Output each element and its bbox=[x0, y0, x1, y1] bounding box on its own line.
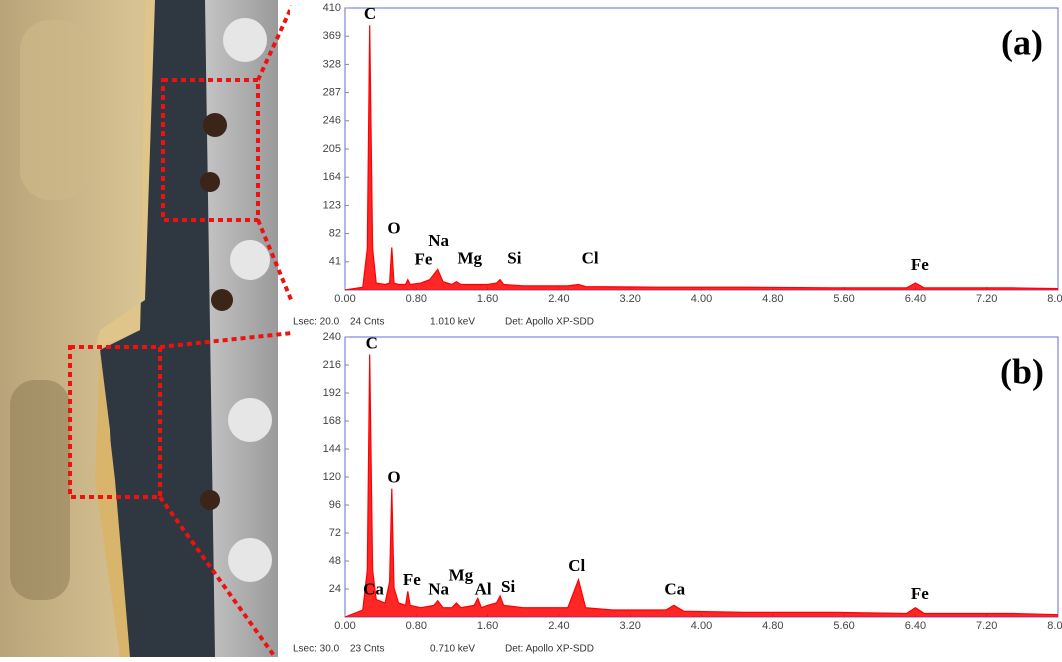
status-text: 23 Cnts bbox=[350, 644, 384, 655]
photo bbox=[0, 0, 294, 659]
x-tick-label: 4.00 bbox=[691, 620, 712, 632]
y-tick-label: 410 bbox=[323, 2, 341, 14]
y-tick-label: 205 bbox=[323, 143, 341, 155]
element-label: Fe bbox=[403, 570, 421, 589]
x-tick-label: 8.00 bbox=[1047, 293, 1062, 305]
y-tick-label: 287 bbox=[323, 87, 341, 99]
element-label: Ca bbox=[664, 580, 685, 599]
plot-frame bbox=[290, 6, 1060, 292]
spectrum-line bbox=[344, 354, 1059, 618]
y-tick-label: 120 bbox=[323, 471, 341, 483]
x-tick-label: 3.20 bbox=[619, 293, 640, 305]
x-tick-label: 7.20 bbox=[976, 620, 997, 632]
x-tick-label: 2.40 bbox=[548, 293, 569, 305]
x-tick-label: 1.60 bbox=[477, 293, 498, 305]
element-label: Mg bbox=[449, 566, 474, 585]
element-label: C bbox=[364, 4, 376, 23]
x-tick-label: 4.80 bbox=[762, 293, 783, 305]
y-tick-label: 164 bbox=[323, 171, 341, 183]
spectrum-line bbox=[344, 25, 1059, 291]
status-text: 24 Cnts bbox=[350, 317, 384, 328]
x-tick-label: 1.60 bbox=[477, 620, 498, 632]
status-text: Lsec: 20.0 bbox=[293, 317, 340, 328]
x-tick-label: 0.80 bbox=[406, 293, 427, 305]
element-label: Cl bbox=[582, 248, 599, 267]
status-text: 1.010 keV bbox=[430, 317, 475, 328]
element-label: Cl bbox=[568, 556, 585, 575]
x-tick-label: 0.00 bbox=[334, 620, 355, 632]
x-tick-label: 8.00 bbox=[1047, 620, 1062, 632]
y-tick-label: 82 bbox=[329, 228, 341, 240]
x-tick-label: 2.40 bbox=[548, 620, 569, 632]
panel-label: (a) bbox=[1001, 22, 1043, 62]
element-label: Si bbox=[507, 248, 521, 267]
element-label: Na bbox=[428, 580, 449, 599]
x-tick-label: 0.80 bbox=[406, 620, 427, 632]
element-label: Ca bbox=[363, 580, 384, 599]
y-tick-label: 246 bbox=[323, 115, 341, 127]
x-tick-label: 5.60 bbox=[833, 620, 854, 632]
status-text: 0.710 keV bbox=[430, 644, 475, 655]
status-text: Lsec: 30.0 bbox=[293, 644, 340, 655]
x-tick-label: 6.40 bbox=[905, 293, 926, 305]
x-tick-label: 6.40 bbox=[905, 620, 926, 632]
y-tick-label: 216 bbox=[323, 359, 341, 371]
x-tick-label: 5.60 bbox=[833, 293, 854, 305]
y-tick-label: 192 bbox=[323, 387, 341, 399]
y-tick-label: 168 bbox=[323, 415, 341, 427]
status-text: Det: Apollo XP-SDD bbox=[505, 644, 594, 655]
y-tick-label: 48 bbox=[329, 555, 341, 567]
y-tick-label: 96 bbox=[329, 499, 341, 511]
status-text: Det: Apollo XP-SDD bbox=[505, 317, 594, 328]
element-label: C bbox=[366, 333, 378, 352]
y-tick-label: 72 bbox=[329, 527, 341, 539]
element-label: Fe bbox=[911, 584, 929, 603]
y-tick-label: 123 bbox=[323, 199, 341, 211]
element-label: Al bbox=[475, 580, 492, 599]
element-label: O bbox=[387, 468, 400, 487]
x-tick-label: 0.00 bbox=[334, 293, 355, 305]
panel-label: (b) bbox=[1000, 351, 1044, 391]
element-label: O bbox=[387, 219, 400, 238]
y-tick-label: 41 bbox=[329, 256, 341, 268]
y-tick-label: 240 bbox=[323, 331, 341, 343]
y-tick-label: 144 bbox=[323, 443, 341, 455]
element-label: Na bbox=[428, 231, 449, 250]
element-label: Fe bbox=[414, 250, 432, 269]
y-tick-label: 369 bbox=[323, 30, 341, 42]
x-tick-label: 7.20 bbox=[976, 293, 997, 305]
element-label: Fe bbox=[911, 255, 929, 274]
plot-frame bbox=[290, 335, 1060, 619]
element-label: Mg bbox=[458, 248, 483, 267]
y-tick-label: 24 bbox=[329, 583, 341, 595]
y-tick-label: 328 bbox=[323, 58, 341, 70]
element-label: Si bbox=[501, 577, 515, 596]
x-tick-label: 4.00 bbox=[691, 293, 712, 305]
x-tick-label: 4.80 bbox=[762, 620, 783, 632]
x-tick-label: 3.20 bbox=[619, 620, 640, 632]
